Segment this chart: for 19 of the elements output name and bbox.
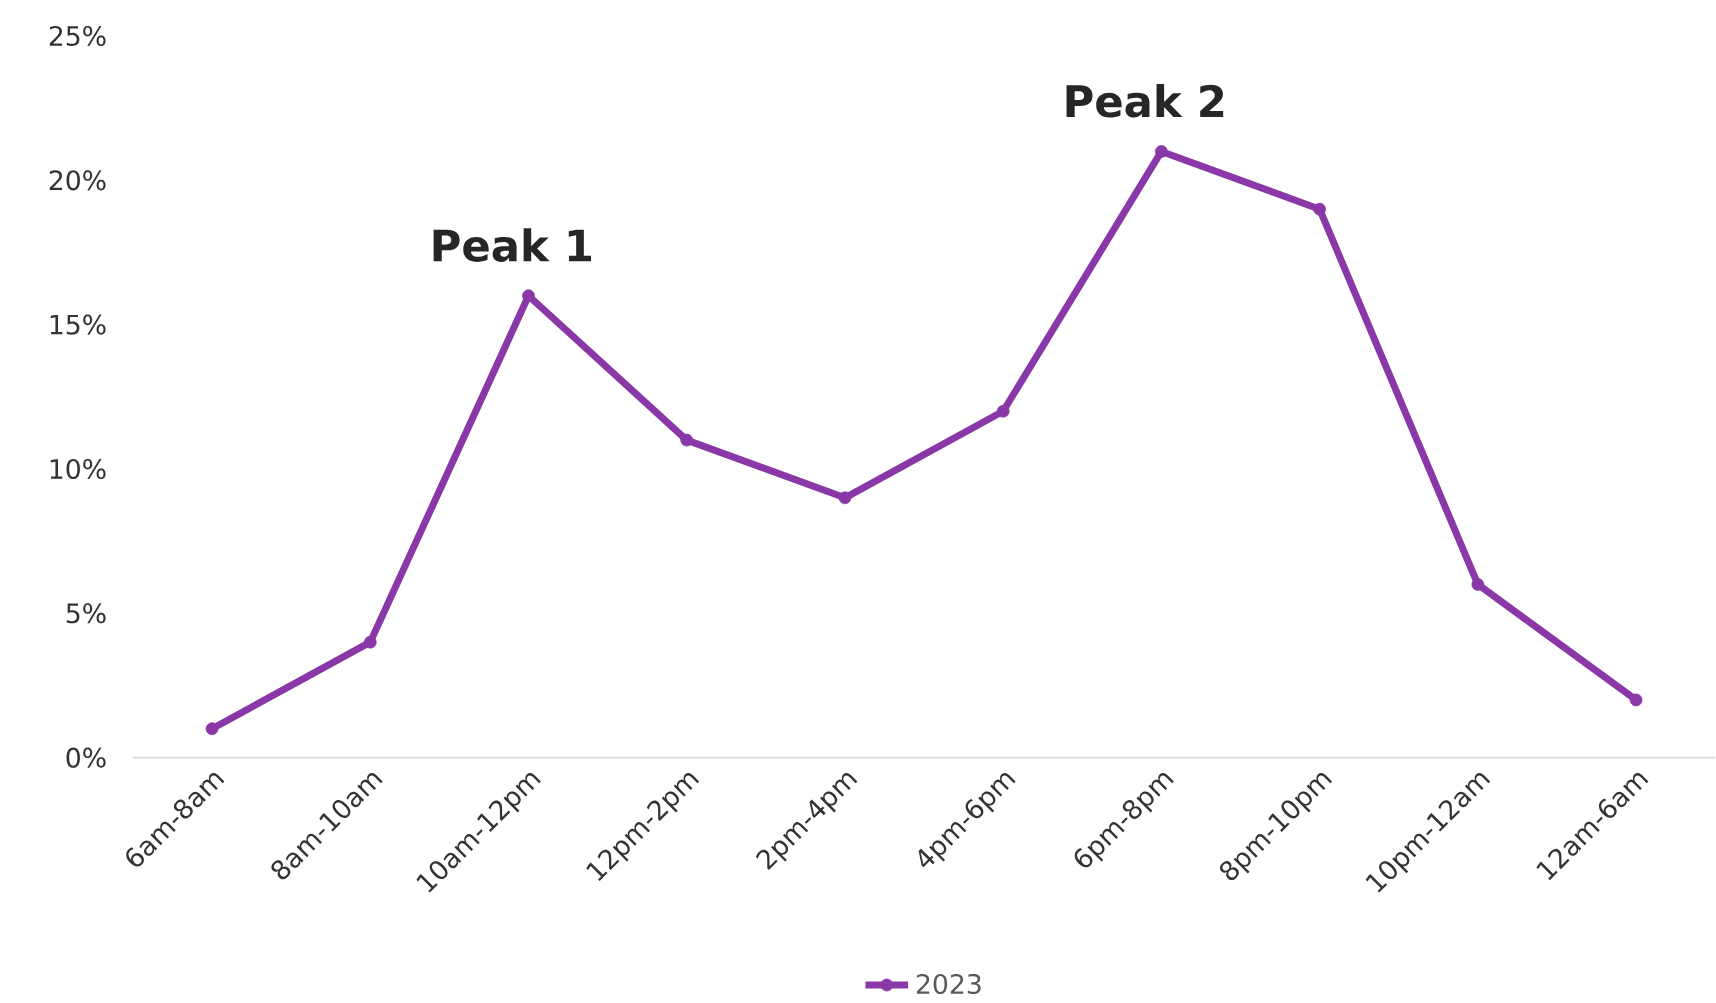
annotation: Peak 1 [433, 228, 592, 262]
y-tick-label: 20% [49, 170, 106, 191]
y-tick-label: 5% [66, 603, 106, 624]
y-tick-label: 25% [49, 25, 106, 47]
point [1155, 145, 1168, 158]
point [1471, 578, 1485, 591]
legend-label: 2023 [916, 973, 981, 995]
point [522, 289, 535, 303]
point [1313, 202, 1326, 216]
point [1629, 693, 1643, 707]
point [205, 722, 219, 736]
y-tick-label: 15% [50, 314, 106, 335]
point [363, 635, 377, 649]
point [838, 491, 852, 505]
annotation: Peak 2 [1066, 84, 1224, 118]
y-tick-label: 0% [66, 747, 106, 768]
y-tick-label: 10% [50, 458, 106, 480]
point [680, 433, 694, 447]
point [996, 404, 1010, 418]
